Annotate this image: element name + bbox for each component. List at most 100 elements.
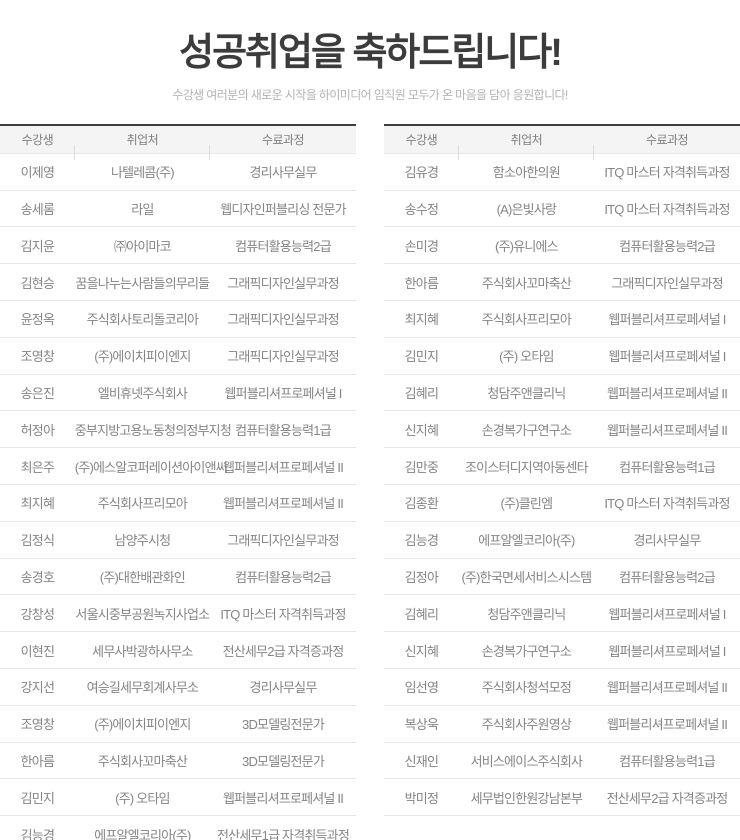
student-name-cell: 신지혜 [384, 631, 459, 669]
table-row: 김종환 (주)클린엠 ITQ 마스터 자격취득과정 [384, 484, 740, 522]
table-row: 최지혜 주식회사프리모아 웹퍼블리셔프로페셔널 I [384, 300, 740, 338]
employer-cell [458, 815, 595, 840]
table-row: 송경호 (주)대한배관화인 컴퓨터활용능력2급 [0, 558, 356, 596]
student-name-cell: 강창성 [0, 594, 75, 633]
table-row: 조영창 (주)에이치피이엔지 3D모델링전문가 [0, 705, 356, 743]
student-name-cell: 신재인 [384, 742, 459, 780]
course-cell: 경리사무실무 [594, 521, 740, 559]
table-row: 강창성 서울시중부공원녹지사업소 ITQ 마스터 자격취득과정 [0, 594, 356, 633]
employer-cell: 에프알엘코리아(주) [458, 521, 595, 559]
course-cell: 웹퍼블리셔프로페셔널 II [594, 374, 740, 412]
student-name-cell: 김민지 [0, 778, 75, 817]
course-cell: 웹퍼블리셔프로페셔널 II [594, 705, 740, 743]
column-header-course: 수료과정 [594, 123, 740, 154]
student-name-cell: 김만중 [384, 447, 459, 485]
course-cell: 3D모델링전문가 [210, 742, 356, 780]
employer-cell: (주) 오타임 [74, 778, 211, 817]
employer-cell: 주식회사프리모아 [74, 484, 211, 522]
table-row: 최지혜 주식회사프리모아 웹퍼블리셔프로페셔널 II [0, 484, 356, 522]
course-cell: 컴퓨터활용능력2급 [210, 558, 356, 596]
employer-cell: 청담주앤클리닉 [458, 594, 595, 633]
employer-cell: 주식회사청석모정 [458, 668, 595, 706]
employer-cell: 세무법인한원강남본부 [458, 778, 595, 817]
course-cell: 전산세무1급 자격취득과정 [210, 815, 356, 840]
student-name-cell: 신지혜 [384, 410, 459, 449]
student-name-cell: 김현승 [0, 263, 75, 301]
course-cell: 경리사무실무 [210, 668, 356, 706]
table-row: 박미정 세무법인한원강남본부 전산세무2급 자격증과정 [384, 778, 740, 817]
course-cell: 웹퍼블리셔프로페셔널 II [210, 484, 356, 522]
student-name-cell: 최지혜 [0, 484, 75, 522]
employer-cell: 주식회사토리돌코리아 [74, 300, 211, 338]
employer-cell: 남양주시청 [74, 521, 211, 559]
student-name-cell: 김능경 [0, 815, 75, 840]
course-cell: 그래픽디자인실무과정 [210, 263, 356, 301]
student-name-cell: 김혜리 [384, 374, 459, 412]
column-header-student: 수강생 [384, 123, 459, 161]
course-cell: ITQ 마스터 자격취득과정 [594, 153, 740, 191]
course-cell: 컴퓨터활용능력2급 [594, 226, 740, 265]
student-name-cell: 최은주 [0, 447, 75, 485]
student-name-cell: 김능경 [384, 521, 459, 559]
student-name-cell: 송세롬 [0, 190, 75, 228]
student-name-cell: 김종환 [384, 484, 459, 522]
table-header: 수강생 취업처 수료과정 [384, 123, 740, 161]
course-cell [594, 815, 740, 840]
student-name-cell: 임선영 [384, 668, 459, 706]
student-name-cell: 김정아 [384, 558, 459, 596]
table-body: 이제영 나텔레콤(주) 경리사무실무 송세롬 라일 웹디자인퍼블리싱 전문가 김지윤 ㈜아이마… [0, 153, 356, 840]
course-cell: 컴퓨터활용능력1급 [594, 742, 740, 780]
employer-cell: 서울시중부공원녹지사업소 [74, 594, 210, 633]
student-name-cell: 김민지 [384, 337, 459, 375]
course-cell: 컴퓨터활용능력1급 [210, 410, 356, 449]
course-cell: 그래픽디자인실무과정 [210, 521, 356, 559]
employer-cell: 손경복가구연구소 [458, 631, 595, 669]
employer-cell: (주)에스알코퍼레이션아이앤씨 [74, 447, 228, 485]
employment-table-right: 수강생 취업처 수료과정 김유경 함소아한의원 ITQ 마스터 자격취득과정 송수정(… [384, 123, 740, 840]
table-row: 김혜리 청담주앤클리닉 웹퍼블리셔프로페셔널 I [384, 594, 740, 633]
employer-cell: 주식회사프리모아 [458, 300, 595, 338]
table-row: 김지윤 ㈜아이마코 컴퓨터활용능력2급 [0, 226, 356, 265]
student-name-cell: 한아름 [0, 742, 75, 780]
course-cell: 컴퓨터활용능력2급 [210, 226, 356, 265]
table-row: 이현진 세무사박광하사무소 전산세무2급 자격증과정 [0, 631, 356, 669]
column-header-employer: 취업처 [458, 123, 595, 161]
student-name-cell [384, 815, 459, 840]
course-cell: 웹디자인퍼블리싱 전문가 [210, 190, 356, 228]
course-cell: 웹퍼블리셔프로페셔널 I [594, 631, 740, 669]
course-cell: 컴퓨터활용능력2급 [594, 558, 740, 596]
course-cell: 웹퍼블리셔프로페셔널 II [210, 447, 356, 485]
table-row: 허정아 중부지방고용노동청의정부지청 컴퓨터활용능력1급 [0, 410, 356, 449]
table-row: 손미경 (주)유니에스 컴퓨터활용능력2급 [384, 226, 740, 265]
student-name-cell: 조영창 [0, 705, 75, 743]
table-row: 이제영 나텔레콤(주) 경리사무실무 [0, 153, 356, 191]
student-name-cell: 최지혜 [384, 300, 459, 338]
employment-table-left: 수강생 취업처 수료과정 이제영 나텔레콤(주) 경리사무실무 송세롬 라일 웹디자인퍼블… [0, 123, 356, 840]
employer-cell: 주식회사꼬마축산 [74, 742, 211, 780]
student-name-cell: 김유경 [384, 153, 459, 191]
table-row: 김만중 조이스터디지역아동센타 컴퓨터활용능력1급 [384, 447, 740, 485]
table-row: 한아름 주식회사꼬마축산 3D모델링전문가 [0, 742, 356, 780]
table-row: 신재인 서비스에이스주식회사 컴퓨터활용능력1급 [384, 742, 740, 780]
course-cell: 웹퍼블리셔프로페셔널 I [594, 594, 740, 633]
student-name-cell: 복상욱 [384, 705, 459, 743]
column-header-course: 수료과정 [210, 123, 356, 154]
table-row: 김현승 꿈을나누는사람들의무리들 그래픽디자인실무과정 [0, 263, 356, 301]
employer-cell: 세무사박광하사무소 [74, 631, 211, 669]
student-name-cell: 한아름 [384, 263, 459, 301]
employer-cell: (주)대한배관화인 [74, 558, 211, 596]
table-row: 김능경 에프알엘코리아(주) 경리사무실무 [384, 521, 740, 559]
course-cell: 그래픽디자인실무과정 [210, 300, 356, 338]
table-row: 조영창 (주)에이치피이엔지 그래픽디자인실무과정 [0, 337, 356, 375]
course-cell: 3D모델링전문가 [210, 705, 356, 743]
course-cell: 컴퓨터활용능력1급 [594, 447, 740, 485]
header-row: 수강생 취업처 수료과정 [0, 123, 356, 161]
student-name-cell: 허정아 [0, 410, 75, 449]
employer-cell: (주)에이치피이엔지 [74, 337, 211, 375]
course-cell: ITQ 마스터 자격취득과정 [594, 190, 740, 228]
course-cell: 그래픽디자인실무과정 [210, 337, 356, 375]
table-row: 강지선 여승길세무회계사무소 경리사무실무 [0, 668, 356, 706]
employer-cell: 함소아한의원 [458, 153, 595, 191]
table-row: 송세롬 라일 웹디자인퍼블리싱 전문가 [0, 190, 356, 228]
student-name-cell: 이현진 [0, 631, 75, 669]
